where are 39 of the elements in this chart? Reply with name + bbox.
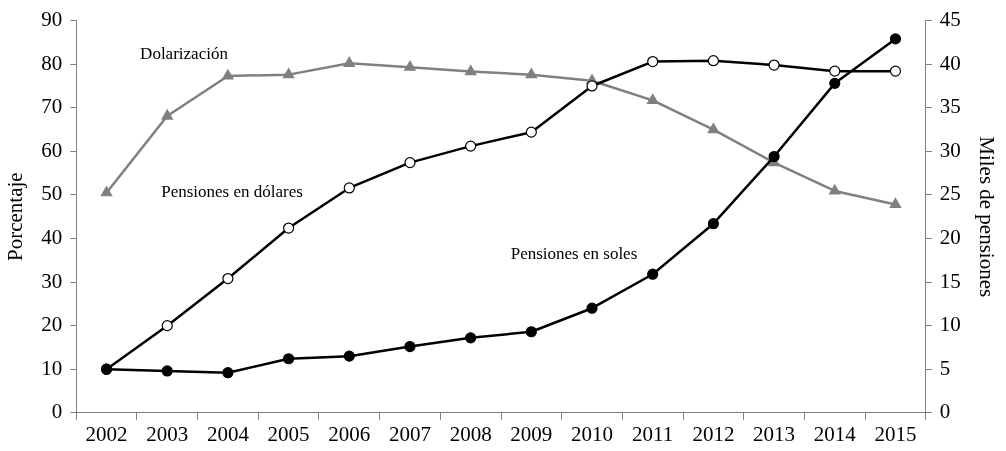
x-tick-label: 2004 <box>206 421 250 446</box>
x-tick-label: 2003 <box>146 421 189 446</box>
y-tick-label: 50 <box>41 181 63 206</box>
x-tick-label: 2014 <box>813 421 857 446</box>
y2-tick-label: 40 <box>939 50 961 75</box>
x-tick-label: 2013 <box>753 421 796 446</box>
series-label: Pensiones en dólares <box>161 182 303 202</box>
y2-tick-label: 15 <box>939 268 961 293</box>
y-tick-label: 80 <box>41 50 63 75</box>
y2-tick-label: 0 <box>939 399 951 424</box>
x-tick-label: 2011 <box>632 421 674 446</box>
y2-tick-label: 30 <box>939 137 961 162</box>
y-axis-title: Porcentaje <box>3 172 28 262</box>
y-tick-label: 70 <box>41 94 63 119</box>
x-tick-label: 2008 <box>449 421 492 446</box>
y2-tick-label: 20 <box>939 225 961 249</box>
x-tick-label: 2005 <box>267 421 310 446</box>
series-label: Pensiones en soles <box>510 244 638 264</box>
x-tick-label: 2007 <box>388 421 431 446</box>
y-tick-label: 0 <box>51 399 63 424</box>
x-tick-label: 2012 <box>692 421 735 446</box>
y-tick-label: 30 <box>41 268 63 293</box>
series-label: Dolarización <box>140 44 229 64</box>
y-tick-label: 10 <box>41 355 63 380</box>
y-tick-label: 40 <box>41 225 63 249</box>
x-tick-label: 2010 <box>571 421 614 446</box>
y2-tick-label: 5 <box>939 355 951 380</box>
x-tick-label: 2002 <box>85 421 128 446</box>
x-tick-label: 2015 <box>874 421 917 446</box>
y2-tick-label: 10 <box>939 312 961 337</box>
y2-tick-label: 45 <box>939 7 961 32</box>
x-tick-label: 2006 <box>328 421 371 446</box>
y-tick-label: 60 <box>41 137 63 162</box>
x-tick-label: 2009 <box>510 421 553 446</box>
y2-tick-label: 25 <box>939 181 961 206</box>
y-tick-label: 20 <box>41 312 63 337</box>
y-tick-label: 90 <box>41 7 63 32</box>
y2-tick-label: 35 <box>939 94 961 119</box>
y2-axis-title: Miles de pensiones <box>974 136 999 298</box>
